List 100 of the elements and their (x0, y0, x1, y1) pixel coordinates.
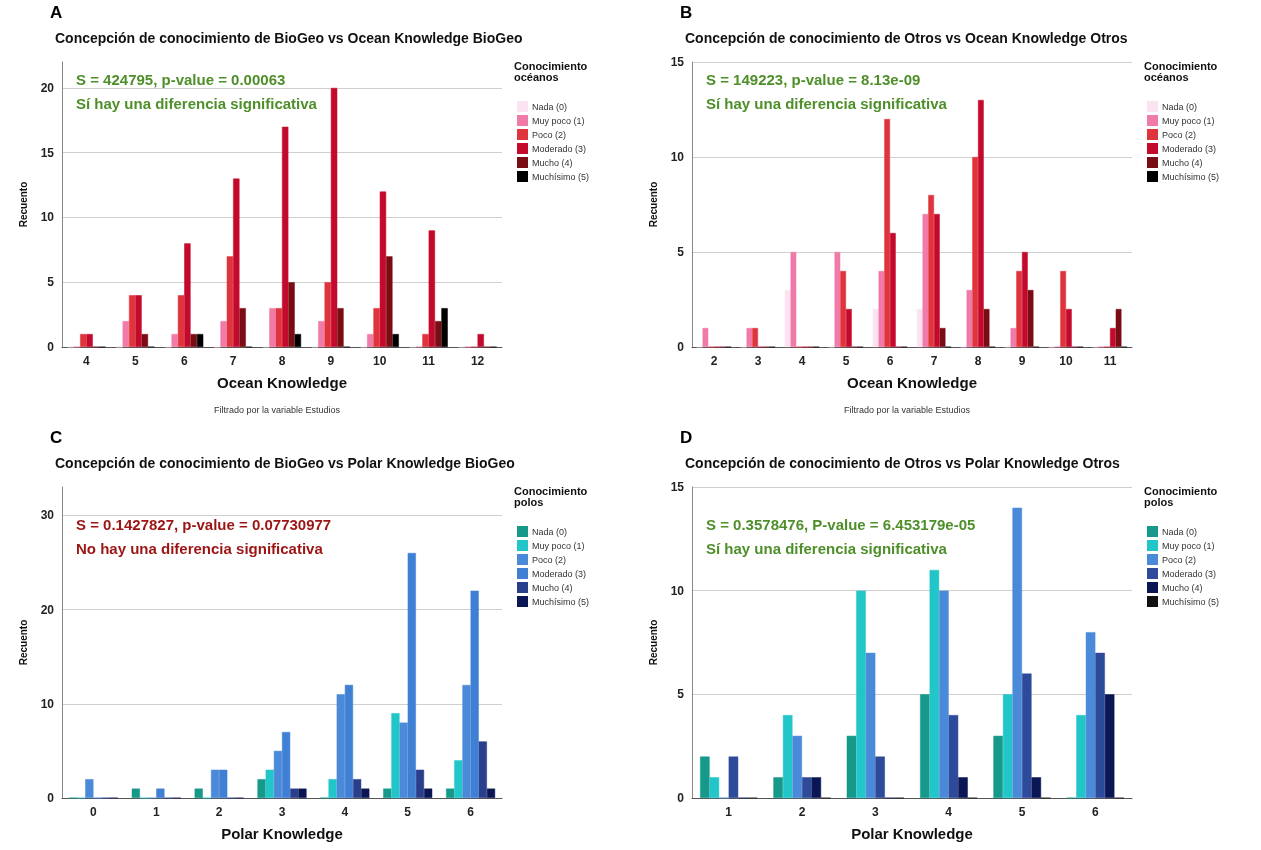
legend-label: Nada (0) (532, 526, 568, 537)
annotation: No hay una diferencia significativa (76, 540, 324, 557)
x-tick-label: 6 (886, 354, 894, 368)
bar (958, 777, 968, 798)
bar (875, 756, 885, 798)
bar (728, 756, 739, 798)
x-tick-label: 12 (470, 354, 485, 368)
bar (802, 777, 812, 798)
bar (233, 178, 240, 347)
bar (884, 119, 890, 347)
y-axis-title: Recuento (17, 181, 29, 228)
bar (330, 87, 338, 347)
x-axis-title: Ocean Knowledge (846, 374, 978, 391)
bar (983, 309, 990, 347)
y-tick-label: 15 (40, 145, 55, 160)
bar (171, 334, 178, 347)
text: C (50, 428, 63, 447)
text: A (50, 3, 63, 22)
bar (196, 334, 204, 347)
legend-label: Moderado (3) (1162, 568, 1217, 579)
x-tick-label: 2 (710, 354, 718, 368)
bar (367, 334, 374, 347)
x-tick-label: 3 (871, 805, 879, 819)
bar (784, 290, 791, 347)
bar (792, 735, 802, 798)
legend-label: Muchísimo (5) (1162, 596, 1220, 607)
bar (939, 328, 946, 347)
bar (486, 788, 496, 798)
bar (972, 157, 978, 347)
annotation: S = 149223, p-value = 8.13e-09 (706, 71, 921, 88)
bar (328, 779, 337, 798)
bar (1022, 252, 1028, 347)
bar (993, 735, 1003, 798)
bar (383, 788, 392, 798)
x-tick-label: 5 (131, 354, 139, 368)
bar (361, 788, 370, 798)
bar (1002, 694, 1013, 798)
text: Filtrado por la variable Estudios (214, 404, 341, 415)
bar (1076, 715, 1086, 798)
legend-title: Conocimiento océanos (1144, 59, 1218, 83)
bar (709, 777, 720, 798)
chart-title: Concepción de conocimiento de BioGeo vs Polar Knowledge BioGeo (55, 455, 515, 471)
bar (1022, 673, 1032, 798)
y-tick-label: 15 (670, 480, 685, 494)
x-tick-label: 4 (945, 805, 953, 819)
bar (298, 788, 307, 798)
bar (373, 308, 380, 347)
legend-label: Moderado (3) (532, 143, 587, 154)
bar (386, 256, 393, 347)
bar (324, 282, 331, 347)
legend-label: Mucho (4) (532, 582, 573, 593)
legend-label: Poco (2) (532, 129, 567, 140)
bar (928, 195, 934, 347)
y-tick-label: 5 (47, 275, 55, 290)
bar (978, 100, 984, 347)
y-tick-label: 5 (677, 245, 685, 259)
y-tick-label: 0 (677, 791, 685, 805)
x-tick-label: 3 (754, 354, 762, 368)
chart-title: Concepción de conocimiento de Otros vs Ocean Knowledge Otros (685, 30, 1128, 46)
bar (269, 308, 276, 347)
bar (337, 308, 344, 347)
bar (422, 334, 429, 347)
x-tick-label: 9 (327, 354, 335, 368)
bar (128, 295, 136, 347)
x-tick-label: 8 (974, 354, 982, 368)
legend-label: Moderado (3) (1162, 143, 1217, 154)
bar (392, 334, 399, 347)
bar (920, 694, 930, 798)
x-tick-label: 0 (90, 805, 98, 819)
legend-label: Muchísimo (5) (1162, 171, 1220, 182)
bar (846, 735, 857, 798)
bar (415, 769, 425, 798)
bar (922, 214, 929, 347)
bar (702, 328, 709, 347)
bar (290, 788, 299, 798)
x-tick-label: 4 (798, 354, 806, 368)
legend-label: Muy poco (1) (1162, 540, 1215, 551)
legend-label: Mucho (4) (1162, 582, 1203, 593)
bar (856, 590, 866, 798)
bar (391, 713, 400, 798)
bar (834, 252, 841, 347)
annotation: S = 424795, p-value = 0.00063 (76, 71, 286, 88)
x-tick-label: 6 (180, 354, 188, 368)
y-tick-label: 10 (40, 210, 55, 225)
bar (966, 290, 973, 347)
legend-label: Nada (0) (1162, 101, 1198, 112)
bar (265, 769, 274, 798)
y-tick-label: 5 (677, 687, 685, 702)
bar (782, 715, 793, 798)
legend-label: Poco (2) (1162, 129, 1197, 140)
x-tick-label: 5 (404, 805, 412, 819)
y-tick-label: 0 (47, 791, 55, 805)
bar (446, 788, 455, 798)
x-tick-label: 8 (278, 354, 286, 368)
bar (872, 309, 879, 347)
bar (1031, 777, 1042, 798)
bar (379, 191, 387, 347)
x-tick-label: 10 (1059, 354, 1073, 368)
x-tick-label: 7 (930, 354, 938, 368)
bar (478, 741, 487, 798)
